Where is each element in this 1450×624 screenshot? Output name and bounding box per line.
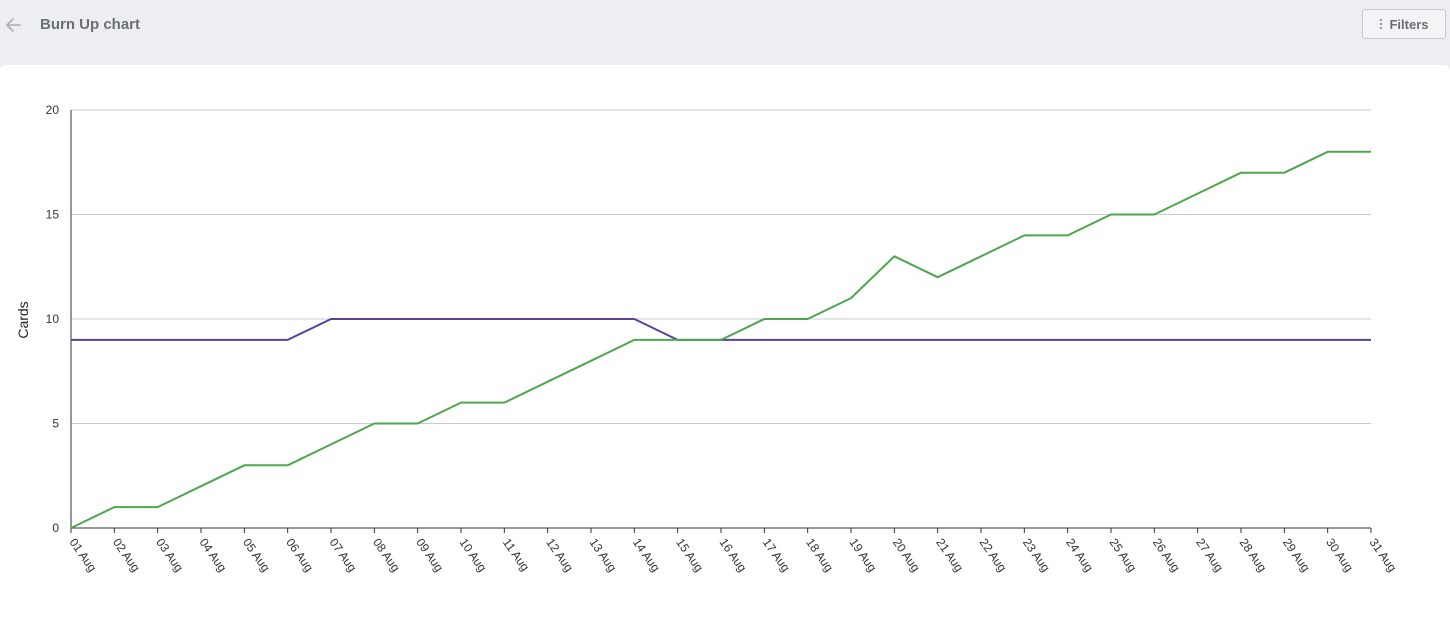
x-tick-label: 04 Aug: [197, 536, 230, 575]
x-tick-label: 22 Aug: [977, 536, 1010, 575]
x-tick-label: 16 Aug: [717, 536, 750, 575]
x-tick-label: 19 Aug: [847, 536, 880, 575]
arrow-left-icon[interactable]: [3, 14, 25, 36]
header-bar: Burn Up chart Filters: [0, 0, 1450, 64]
x-tick-label: 14 Aug: [630, 536, 663, 575]
x-tick-label: 05 Aug: [240, 536, 273, 575]
axis-layer: [70, 110, 1372, 533]
x-tick-label: 13 Aug: [587, 536, 620, 575]
grid-layer: [71, 109, 1371, 424]
x-tick-label: 11 Aug: [500, 536, 532, 574]
chart-panel: [0, 65, 1450, 624]
x-tick-label: 03 Aug: [153, 536, 186, 575]
x-tick-label: 01 Aug: [67, 536, 100, 575]
burn-up-chart: 0 5 10 15 20 01 Aug 02 Aug 03 Aug 04 Aug 05 Aug 06…: [15, 103, 1400, 575]
x-tick-label: 30 Aug: [1323, 536, 1356, 575]
x-tick-label: 06 Aug: [283, 536, 316, 575]
x-tick-label: 21 Aug: [933, 536, 966, 575]
page-title: Burn Up chart: [40, 16, 141, 33]
filters-label: Filters: [1389, 16, 1429, 32]
x-tick-label: 27 Aug: [1193, 536, 1226, 575]
x-tick-label: 12 Aug: [543, 536, 576, 575]
x-tick-label: 28 Aug: [1237, 536, 1270, 575]
x-tick-label: 23 Aug: [1020, 536, 1053, 575]
x-tick-label: 25 Aug: [1107, 536, 1140, 575]
x-tick-label: 08 Aug: [370, 536, 403, 575]
y-tick-label: 20: [46, 103, 60, 117]
x-tick-label: 18 Aug: [803, 536, 836, 575]
x-tick-label: 26 Aug: [1150, 536, 1183, 575]
vertical-dots-icon: [1379, 18, 1383, 30]
x-tick-label: 07 Aug: [327, 536, 360, 575]
x-tick-label: 02 Aug: [110, 536, 143, 575]
y-tick-label: 10: [46, 312, 60, 326]
x-tick-label: 20 Aug: [890, 536, 923, 575]
x-tick-label: 17 Aug: [760, 536, 793, 575]
x-tick-label: 10 Aug: [457, 536, 490, 575]
x-tick-label: 24 Aug: [1063, 536, 1096, 575]
filters-button[interactable]: Filters: [1362, 9, 1446, 39]
y-tick-label: 15: [46, 208, 60, 222]
y-tick-label: 0: [52, 521, 59, 535]
series-line-1: [71, 318, 1371, 341]
series-layer: [70, 150, 1371, 529]
series-line-2: [70, 150, 1371, 529]
x-tick-label: 09 Aug: [413, 536, 446, 575]
x-tick-label: 29 Aug: [1280, 536, 1313, 575]
y-axis-label: Cards: [15, 301, 31, 338]
y-tick-label: 5: [52, 417, 59, 431]
x-tick-label: 15 Aug: [673, 536, 706, 575]
x-tick-label: 31 Aug: [1367, 536, 1400, 575]
